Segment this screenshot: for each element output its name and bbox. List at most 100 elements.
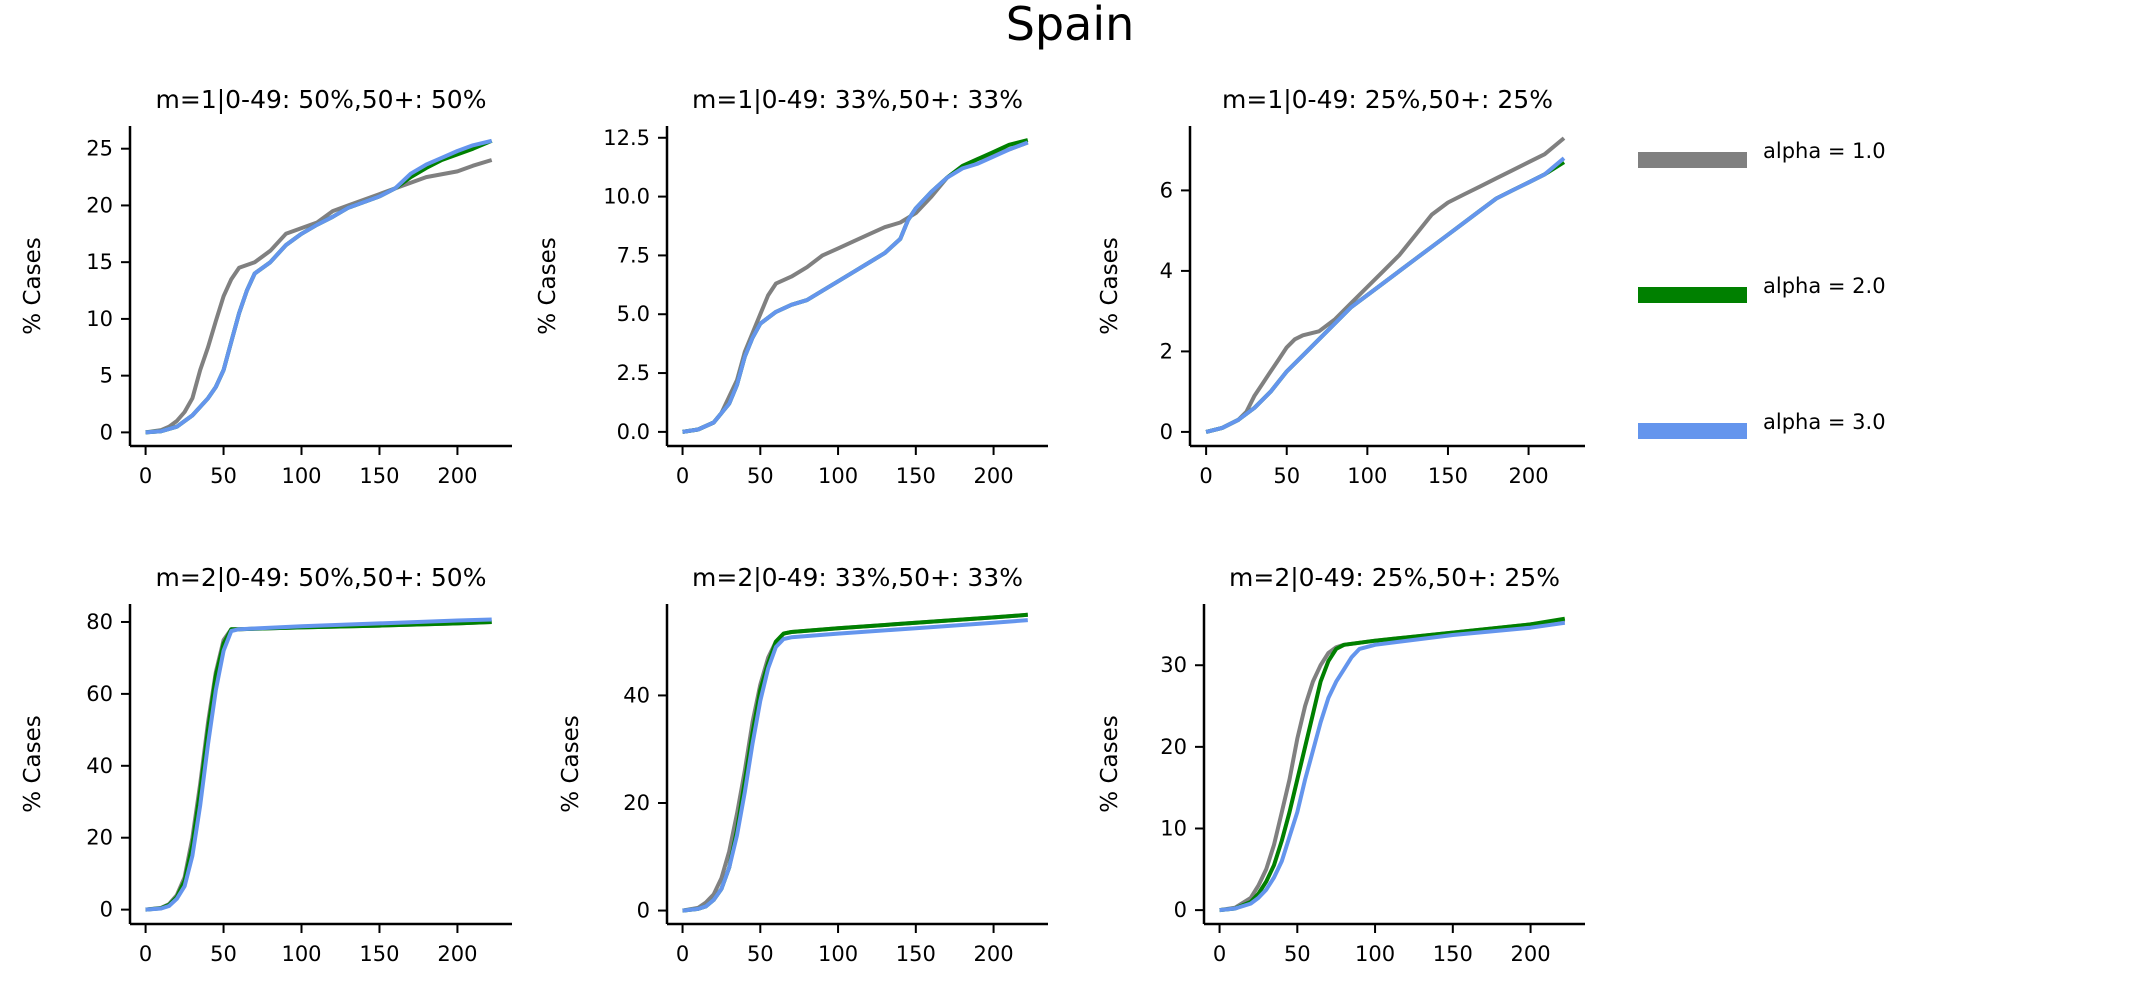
series-line-alpha-3 [682, 140, 1029, 434]
figure-title: Spain [1006, 0, 1135, 51]
subplot-title: m=2|0-49: 50%,50+: 50% [156, 563, 487, 592]
series-line-alpha-2 [145, 138, 493, 435]
x-tick-label: 150 [1428, 464, 1468, 488]
y-axis-label: % Cases [20, 237, 46, 334]
legend-swatch [1638, 287, 1747, 303]
x-tick-label: 200 [974, 464, 1014, 488]
x-tick-label: 100 [1347, 464, 1387, 488]
y-axis-label: % Cases [558, 715, 584, 812]
y-tick-label: 0 [1174, 898, 1187, 922]
series-line-alpha-3 [145, 138, 493, 435]
legend-label: alpha = 3.0 [1763, 410, 1886, 434]
subplot-title: m=2|0-49: 33%,50+: 33% [692, 563, 1023, 592]
series-line-alpha-3 [1205, 156, 1566, 434]
series-line-alpha-1 [145, 158, 493, 435]
y-tick-label: 5.0 [617, 302, 650, 326]
x-tick-label: 100 [281, 464, 321, 488]
legend-item: alpha = 1.0 [1638, 139, 1886, 168]
subplot-title: m=2|0-49: 25%,50+: 25% [1229, 563, 1560, 592]
x-tick-label: 100 [281, 942, 321, 966]
y-axis-label: % Cases [535, 237, 561, 334]
y-tick-label: 20 [86, 193, 113, 217]
series-line-alpha-2 [145, 620, 492, 912]
x-tick-label: 200 [437, 464, 477, 488]
y-tick-label: 5 [100, 364, 113, 388]
y-tick-label: 0.0 [617, 420, 650, 444]
x-tick-label: 0 [1199, 464, 1212, 488]
x-tick-label: 200 [974, 942, 1014, 966]
x-tick-label: 50 [210, 464, 237, 488]
x-tick-label: 50 [1284, 942, 1311, 966]
x-tick-label: 150 [359, 942, 399, 966]
series-line-alpha-1 [1205, 136, 1566, 434]
y-tick-label: 0 [100, 898, 113, 922]
x-tick-label: 0 [139, 942, 152, 966]
x-tick-label: 50 [1273, 464, 1300, 488]
y-axis-label: % Cases [1097, 237, 1123, 334]
y-tick-label: 80 [86, 610, 113, 634]
legend-label: alpha = 1.0 [1763, 139, 1886, 163]
y-tick-label: 30 [1160, 653, 1187, 677]
y-tick-label: 4 [1160, 259, 1173, 283]
x-tick-label: 50 [210, 942, 237, 966]
x-tick-label: 0 [1213, 942, 1226, 966]
y-tick-label: 0 [1160, 420, 1173, 444]
y-tick-label: 25 [86, 137, 113, 161]
legend-item: alpha = 3.0 [1638, 410, 1886, 439]
x-tick-label: 100 [818, 942, 858, 966]
legend: alpha = 1.0 alpha = 2.0 alpha = 3.0 [1638, 139, 1886, 439]
y-tick-label: 10.0 [603, 185, 650, 209]
x-tick-label: 200 [437, 942, 477, 966]
x-tick-label: 150 [896, 464, 936, 488]
y-tick-label: 15 [86, 250, 113, 274]
x-tick-label: 50 [747, 942, 774, 966]
legend-swatch [1638, 423, 1747, 439]
y-tick-label: 10 [86, 307, 113, 331]
subplot-4: m=2|0-49: 50%,50+: 50% % Cases 0 50 100 150 20… [20, 563, 512, 966]
series-line-alpha-3 [682, 618, 1028, 913]
series-line-alpha-1 [682, 612, 1028, 913]
y-tick-label: 40 [86, 754, 113, 778]
y-tick-label: 20 [86, 826, 113, 850]
y-tick-label: 0 [100, 420, 113, 444]
legend-item: alpha = 2.0 [1638, 274, 1886, 303]
x-tick-label: 150 [896, 942, 936, 966]
y-tick-label: 7.5 [617, 243, 650, 267]
y-tick-label: 0 [637, 899, 650, 923]
subplot-title: m=1|0-49: 50%,50+: 50% [156, 85, 487, 114]
y-axis-label: % Cases [20, 715, 46, 812]
x-tick-label: 150 [359, 464, 399, 488]
x-tick-label: 100 [818, 464, 858, 488]
subplot-title: m=1|0-49: 25%,50+: 25% [1222, 85, 1553, 114]
x-tick-label: 0 [139, 464, 152, 488]
legend-label: alpha = 2.0 [1763, 274, 1886, 298]
series-line-alpha-2 [682, 612, 1028, 913]
series-line-alpha-3 [145, 617, 492, 912]
x-tick-label: 200 [1509, 464, 1549, 488]
series-line-alpha-2 [1219, 616, 1566, 913]
y-tick-label: 2.5 [617, 361, 650, 385]
y-axis-label: % Cases [1097, 715, 1123, 812]
y-tick-label: 6 [1160, 178, 1173, 202]
y-tick-label: 10 [1160, 816, 1187, 840]
x-tick-label: 100 [1355, 942, 1395, 966]
x-tick-label: 200 [1511, 942, 1551, 966]
subplot-2: m=1|0-49: 33%,50+: 33% % Cases 0 50 100 150 20… [535, 85, 1048, 488]
y-tick-label: 40 [623, 683, 650, 707]
y-tick-label: 2 [1160, 339, 1173, 363]
subplot-5: m=2|0-49: 33%,50+: 33% % Cases 0 50 100 150 20… [558, 563, 1048, 966]
x-tick-label: 50 [747, 464, 774, 488]
y-tick-label: 20 [623, 791, 650, 815]
series-line-alpha-2 [1205, 160, 1566, 434]
x-tick-label: 150 [1433, 942, 1473, 966]
y-tick-label: 60 [86, 682, 113, 706]
y-tick-label: 12.5 [603, 126, 650, 150]
x-tick-label: 0 [676, 942, 689, 966]
x-tick-label: 0 [676, 464, 689, 488]
series-line-alpha-1 [145, 620, 492, 912]
legend-swatch [1638, 152, 1747, 168]
